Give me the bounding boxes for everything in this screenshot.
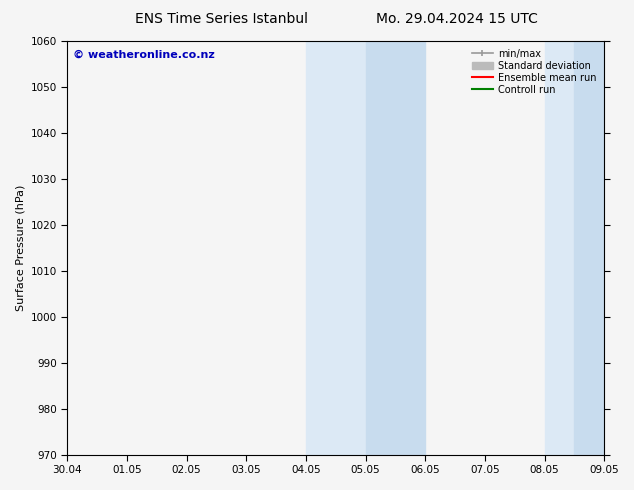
Bar [545, 41, 574, 455]
Text: Mo. 29.04.2024 15 UTC: Mo. 29.04.2024 15 UTC [375, 12, 538, 26]
Bar [574, 41, 604, 455]
Legend: min/max, Standard deviation, Ensemble mean run, Controll run: min/max, Standard deviation, Ensemble me… [469, 46, 599, 98]
Bar [306, 41, 366, 455]
Bar [366, 41, 425, 455]
Text: © weatheronline.co.nz: © weatheronline.co.nz [72, 49, 214, 59]
Text: ENS Time Series Istanbul: ENS Time Series Istanbul [136, 12, 308, 26]
Y-axis label: Surface Pressure (hPa): Surface Pressure (hPa) [15, 185, 25, 311]
